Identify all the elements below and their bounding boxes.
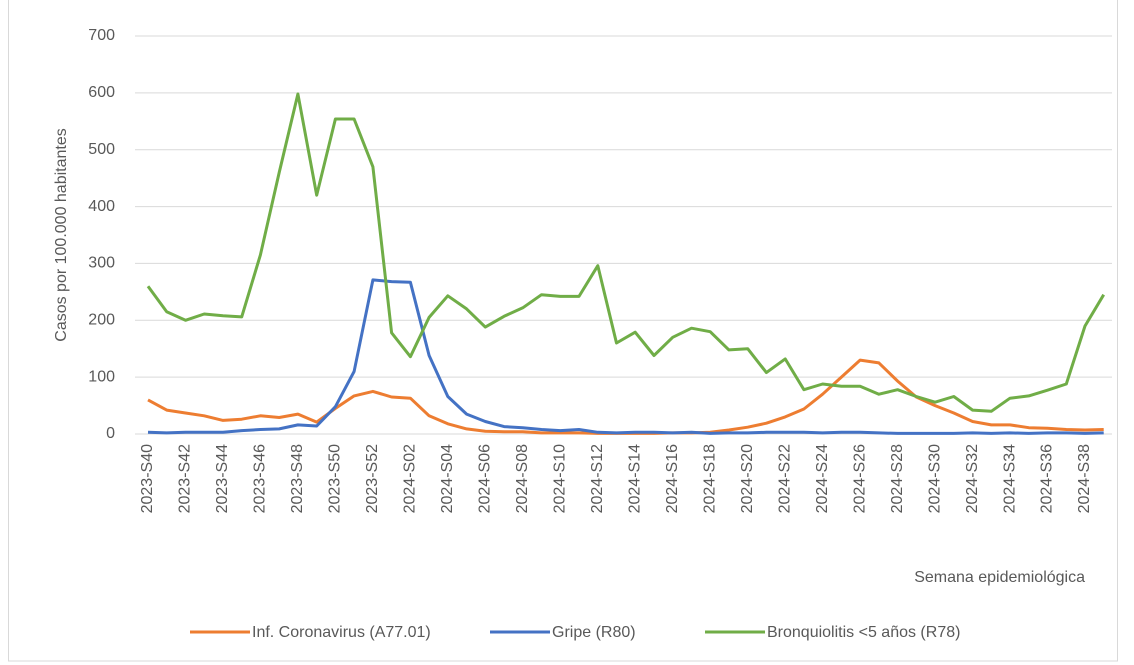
x-tick-label: 2023-S48 xyxy=(289,444,306,513)
y-tick-label: 400 xyxy=(88,198,115,215)
y-tick-label: 500 xyxy=(88,141,115,158)
x-tick-label: 2024-S04 xyxy=(439,444,456,513)
x-tick-label: 2024-S12 xyxy=(589,444,606,513)
x-tick-label: 2023-S44 xyxy=(214,444,231,513)
x-tick-label: 2024-S18 xyxy=(701,444,718,513)
y-tick-label: 0 xyxy=(106,425,115,442)
x-tick-label: 2024-S08 xyxy=(514,444,531,513)
x-tick-label: 2024-S06 xyxy=(477,444,494,513)
y-axis-label: Casos por 100.000 habitantes xyxy=(53,128,70,341)
x-tick-label: 2024-S16 xyxy=(664,444,681,513)
y-tick-label: 100 xyxy=(88,368,115,385)
x-tick-label: 2023-S52 xyxy=(364,444,381,513)
x-tick-label: 2024-S14 xyxy=(626,444,643,513)
x-tick-label: 2023-S42 xyxy=(177,444,194,513)
series-line xyxy=(147,358,1104,435)
x-tick-label: 2024-S20 xyxy=(739,444,756,513)
x-tick-label: 2024-S26 xyxy=(851,444,868,513)
x-axis-label: Semana epidemiológica xyxy=(914,569,1085,586)
legend-label: Inf. Coronavirus (A77.01) xyxy=(252,624,431,641)
y-tick-label: 600 xyxy=(88,84,115,101)
x-tick-label: 2023-S46 xyxy=(252,444,269,513)
x-tick-label: 2024-S38 xyxy=(1076,444,1093,513)
x-tick-label: 2024-S32 xyxy=(964,444,981,513)
x-tick-label: 2023-S40 xyxy=(139,444,156,513)
y-tick-label: 300 xyxy=(88,255,115,272)
legend-label: Bronquiolitis <5 años (R78) xyxy=(767,624,960,641)
x-tick-label: 2024-S24 xyxy=(814,444,831,513)
x-tick-label: 2024-S02 xyxy=(402,444,419,513)
series-line xyxy=(147,278,1104,435)
x-tick-label: 2024-S36 xyxy=(1039,444,1056,513)
legend-label: Gripe (R80) xyxy=(552,624,636,641)
x-tick-label: 2024-S10 xyxy=(551,444,568,513)
x-tick-label: 2023-S50 xyxy=(327,444,344,513)
series-line xyxy=(146,92,1105,413)
x-tick-label: 2024-S34 xyxy=(1001,444,1018,513)
x-tick-label: 2024-S28 xyxy=(889,444,906,513)
x-tick-label: 2024-S22 xyxy=(776,444,793,513)
chart-border xyxy=(8,0,1118,662)
y-tick-label: 200 xyxy=(88,312,115,329)
y-tick-label: 700 xyxy=(88,27,115,44)
x-tick-label: 2024-S30 xyxy=(926,444,943,513)
